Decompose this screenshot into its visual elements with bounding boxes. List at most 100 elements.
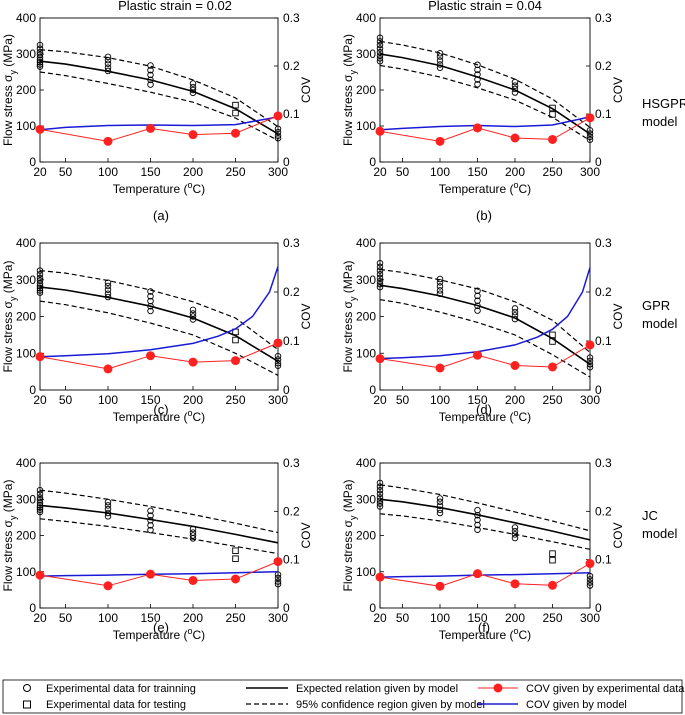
legend-train-icon bbox=[23, 684, 31, 692]
train-point bbox=[147, 71, 154, 79]
legend-expected-label: Expected relation given by model bbox=[296, 683, 458, 695]
train-point bbox=[189, 313, 197, 320]
train-point bbox=[36, 508, 44, 516]
x-tick-label: 150 bbox=[140, 393, 160, 407]
train-point bbox=[104, 279, 112, 286]
train-point bbox=[274, 128, 282, 136]
cov-exp-point bbox=[146, 569, 155, 579]
y-tick-label: 300 bbox=[16, 492, 36, 506]
y-tick-label: 400 bbox=[356, 11, 376, 25]
x-tick-label: 300 bbox=[268, 393, 288, 407]
x-tick-label: 300 bbox=[268, 165, 288, 179]
test-point bbox=[232, 109, 239, 117]
x-tick-label: 20 bbox=[33, 393, 47, 407]
train-point bbox=[36, 280, 44, 287]
test-point bbox=[232, 101, 239, 109]
y2-tick-label: 0.1 bbox=[595, 334, 612, 348]
y-axis-label: Flow stress σy (MPa) bbox=[341, 480, 358, 592]
train-point bbox=[511, 308, 519, 316]
y-tick-label: 400 bbox=[356, 456, 376, 470]
test-point bbox=[232, 555, 239, 562]
legend-box bbox=[2, 679, 683, 714]
train-point bbox=[376, 270, 384, 278]
y2-tick-label: 0.3 bbox=[283, 11, 300, 25]
train-point bbox=[147, 66, 154, 74]
train-point bbox=[36, 284, 44, 292]
train-point bbox=[147, 76, 154, 84]
train-point bbox=[586, 363, 594, 371]
train-point bbox=[104, 67, 112, 75]
ci-upper-line bbox=[379, 40, 591, 128]
legend-test-label: Experimental data for testing bbox=[46, 699, 186, 711]
ci-upper-line bbox=[379, 268, 591, 353]
x-tick-label: 300 bbox=[580, 611, 600, 625]
ci-lower-line bbox=[39, 300, 279, 376]
train-point bbox=[274, 125, 282, 133]
ci-upper-line bbox=[39, 270, 279, 351]
train-point bbox=[474, 511, 481, 519]
ci-upper-line bbox=[39, 49, 279, 128]
train-point bbox=[436, 275, 444, 283]
train-point bbox=[36, 504, 44, 511]
x-tick-label: 50 bbox=[396, 611, 410, 625]
train-point bbox=[36, 499, 44, 507]
x-tick-label: 100 bbox=[98, 393, 118, 407]
train-point bbox=[147, 522, 154, 529]
cov-model-line bbox=[379, 116, 591, 131]
train-point bbox=[586, 354, 594, 361]
x-tick-label: 50 bbox=[59, 611, 73, 625]
y-tick-label: 0 bbox=[369, 601, 376, 615]
expected-line bbox=[39, 60, 279, 135]
train-point bbox=[376, 479, 384, 487]
row-model-label-gpr-sub: model bbox=[642, 316, 678, 331]
y-tick-label: 200 bbox=[16, 310, 36, 324]
chart-panel-e: 20 50 100 150 200 250 300010020030040000.10.20… bbox=[1, 456, 313, 642]
x-tick-label: 100 bbox=[430, 611, 450, 625]
ci-upper-line bbox=[39, 489, 279, 534]
cov-exp-point bbox=[35, 124, 45, 134]
train-point bbox=[511, 82, 519, 89]
train-point bbox=[104, 505, 112, 513]
y2-tick-label: 0 bbox=[595, 155, 602, 169]
y2-tick-label: 0.1 bbox=[283, 107, 300, 121]
train-point bbox=[147, 512, 154, 519]
chart-panel-a: 20 50 100 150 200 250 300010020030040000.10.20… bbox=[1, 11, 313, 196]
cov-model-line bbox=[379, 267, 591, 360]
ci-lower-line bbox=[39, 518, 279, 555]
train-point bbox=[376, 283, 384, 291]
y-tick-label: 200 bbox=[16, 83, 36, 97]
train-point bbox=[376, 486, 384, 494]
train-point bbox=[104, 53, 112, 61]
cov-exp-point bbox=[435, 136, 445, 146]
x-axis-label: Temperature (oC) bbox=[439, 626, 531, 642]
legend-train-label: Experimental data for trainning bbox=[46, 683, 196, 695]
y2-tick-label: 0.2 bbox=[595, 504, 612, 518]
train-point bbox=[104, 60, 112, 67]
train-point bbox=[274, 359, 282, 367]
x-tick-label: 300 bbox=[580, 393, 600, 407]
train-point bbox=[274, 352, 282, 360]
train-point bbox=[376, 274, 384, 282]
cov-exp-point bbox=[585, 340, 595, 350]
x-tick-label: 200 bbox=[183, 165, 203, 179]
cov-exp-point bbox=[35, 570, 45, 580]
y-tick-label: 300 bbox=[356, 47, 376, 61]
cov-exp-point bbox=[548, 134, 557, 144]
train-point bbox=[376, 57, 384, 65]
x-tick-label: 300 bbox=[580, 165, 600, 179]
y2-axis-label: COV bbox=[299, 303, 313, 329]
train-point bbox=[36, 506, 44, 514]
train-point bbox=[36, 63, 44, 70]
train-point bbox=[274, 574, 282, 582]
train-point bbox=[274, 356, 282, 363]
legend-cov-model-label: COV given by model bbox=[526, 699, 627, 711]
train-point bbox=[376, 500, 384, 507]
panel-letter-c: (c) bbox=[153, 402, 168, 417]
chart-panel-c: 20 50 100 150 200 250 300010020030040000.10.20… bbox=[1, 236, 313, 424]
panel-letter-a: (a) bbox=[153, 208, 169, 223]
plot-frame bbox=[39, 242, 279, 391]
x-tick-label: 20 bbox=[373, 611, 387, 625]
cov-exp-point bbox=[273, 111, 283, 121]
train-point bbox=[104, 64, 112, 71]
